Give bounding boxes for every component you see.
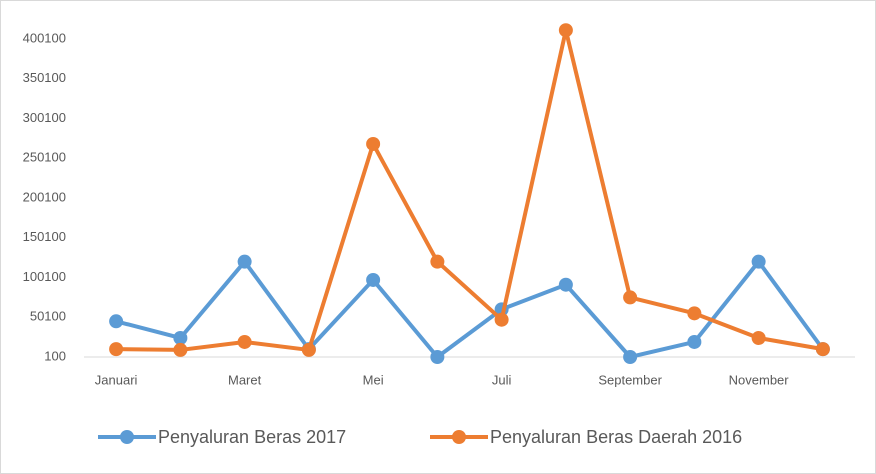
marker [237,334,252,349]
legend: Penyaluran Beras 2017 Penyaluran Beras Da… [98,427,742,447]
y-tick-label: 50100 [30,309,66,324]
series-line [116,28,824,352]
marker [687,334,702,349]
marker [623,350,638,364]
x-tick-label: Maret [228,372,262,387]
marker [173,330,188,345]
legend-marker [120,430,134,444]
marker [109,342,124,357]
marker [301,342,316,357]
marker [173,342,188,357]
marker [430,254,445,269]
marker [430,350,445,364]
marker [751,330,766,345]
x-tick-label: Januari [95,372,138,387]
x-tick-label: November [729,372,790,387]
y-tick-label: 150100 [23,229,66,244]
marker [366,272,381,287]
legend-marker [452,430,466,444]
y-tick-label: 100 [44,348,66,363]
marker [237,254,252,269]
y-tick-label: 100100 [23,269,66,284]
marker [109,314,124,329]
y-tick-label: 200100 [23,189,66,204]
x-tick-label: September [598,372,662,387]
y-tick-label: 300100 [23,110,66,125]
legend-label: Penyaluran Beras Daerah 2016 [490,427,742,447]
legend-label: Penyaluran Beras 2017 [158,427,346,447]
x-tick-label: Mei [363,372,384,387]
marker [751,254,766,269]
y-tick-label: 250100 [23,150,66,165]
y-tick-label: 350100 [23,70,66,85]
marker [687,306,702,321]
series-line [115,259,825,359]
marker [815,342,830,357]
x-tick-label: Juli [492,372,512,387]
y-tick-label: 400100 [23,30,66,45]
marker [366,136,381,151]
marker [558,23,573,38]
marker [558,277,573,292]
marker [494,312,509,327]
marker [623,290,638,305]
